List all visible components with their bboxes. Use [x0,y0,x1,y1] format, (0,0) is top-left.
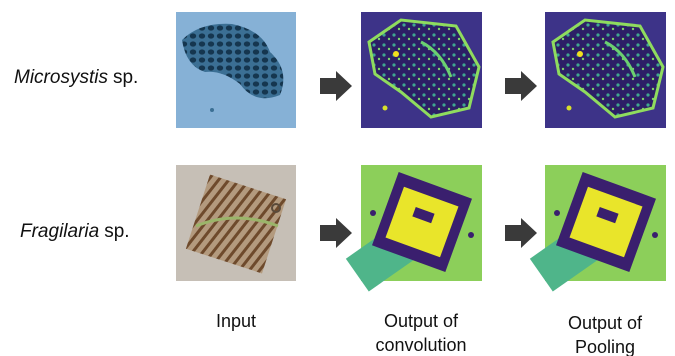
arrow [320,218,352,248]
label-line: Pooling [535,335,675,356]
genus: Fragilaria [20,221,99,242]
genus: Microsystis [14,67,108,88]
label-line: Input [166,309,306,333]
column-label: Input [166,309,306,333]
arrow [505,71,537,101]
label-line: Output of [351,309,491,333]
suffix: sp. [104,221,129,242]
figure: Microsystissp. Fragilariasp. Input Outpu… [0,0,675,356]
fragilaria-convolution-image [346,165,482,291]
microsystis-convolution-image [361,12,482,128]
fragilaria-input-image [176,165,296,281]
label-line: convolution [351,333,491,356]
arrow [505,218,537,248]
arrow [320,71,352,101]
suffix: sp. [113,67,138,88]
fragilaria-pooling-image [530,165,666,291]
label-line: Output of [535,311,675,335]
microsystis-pooling-image [545,12,666,128]
microsystis-input-image [176,12,296,128]
figure-graphics [0,0,675,356]
